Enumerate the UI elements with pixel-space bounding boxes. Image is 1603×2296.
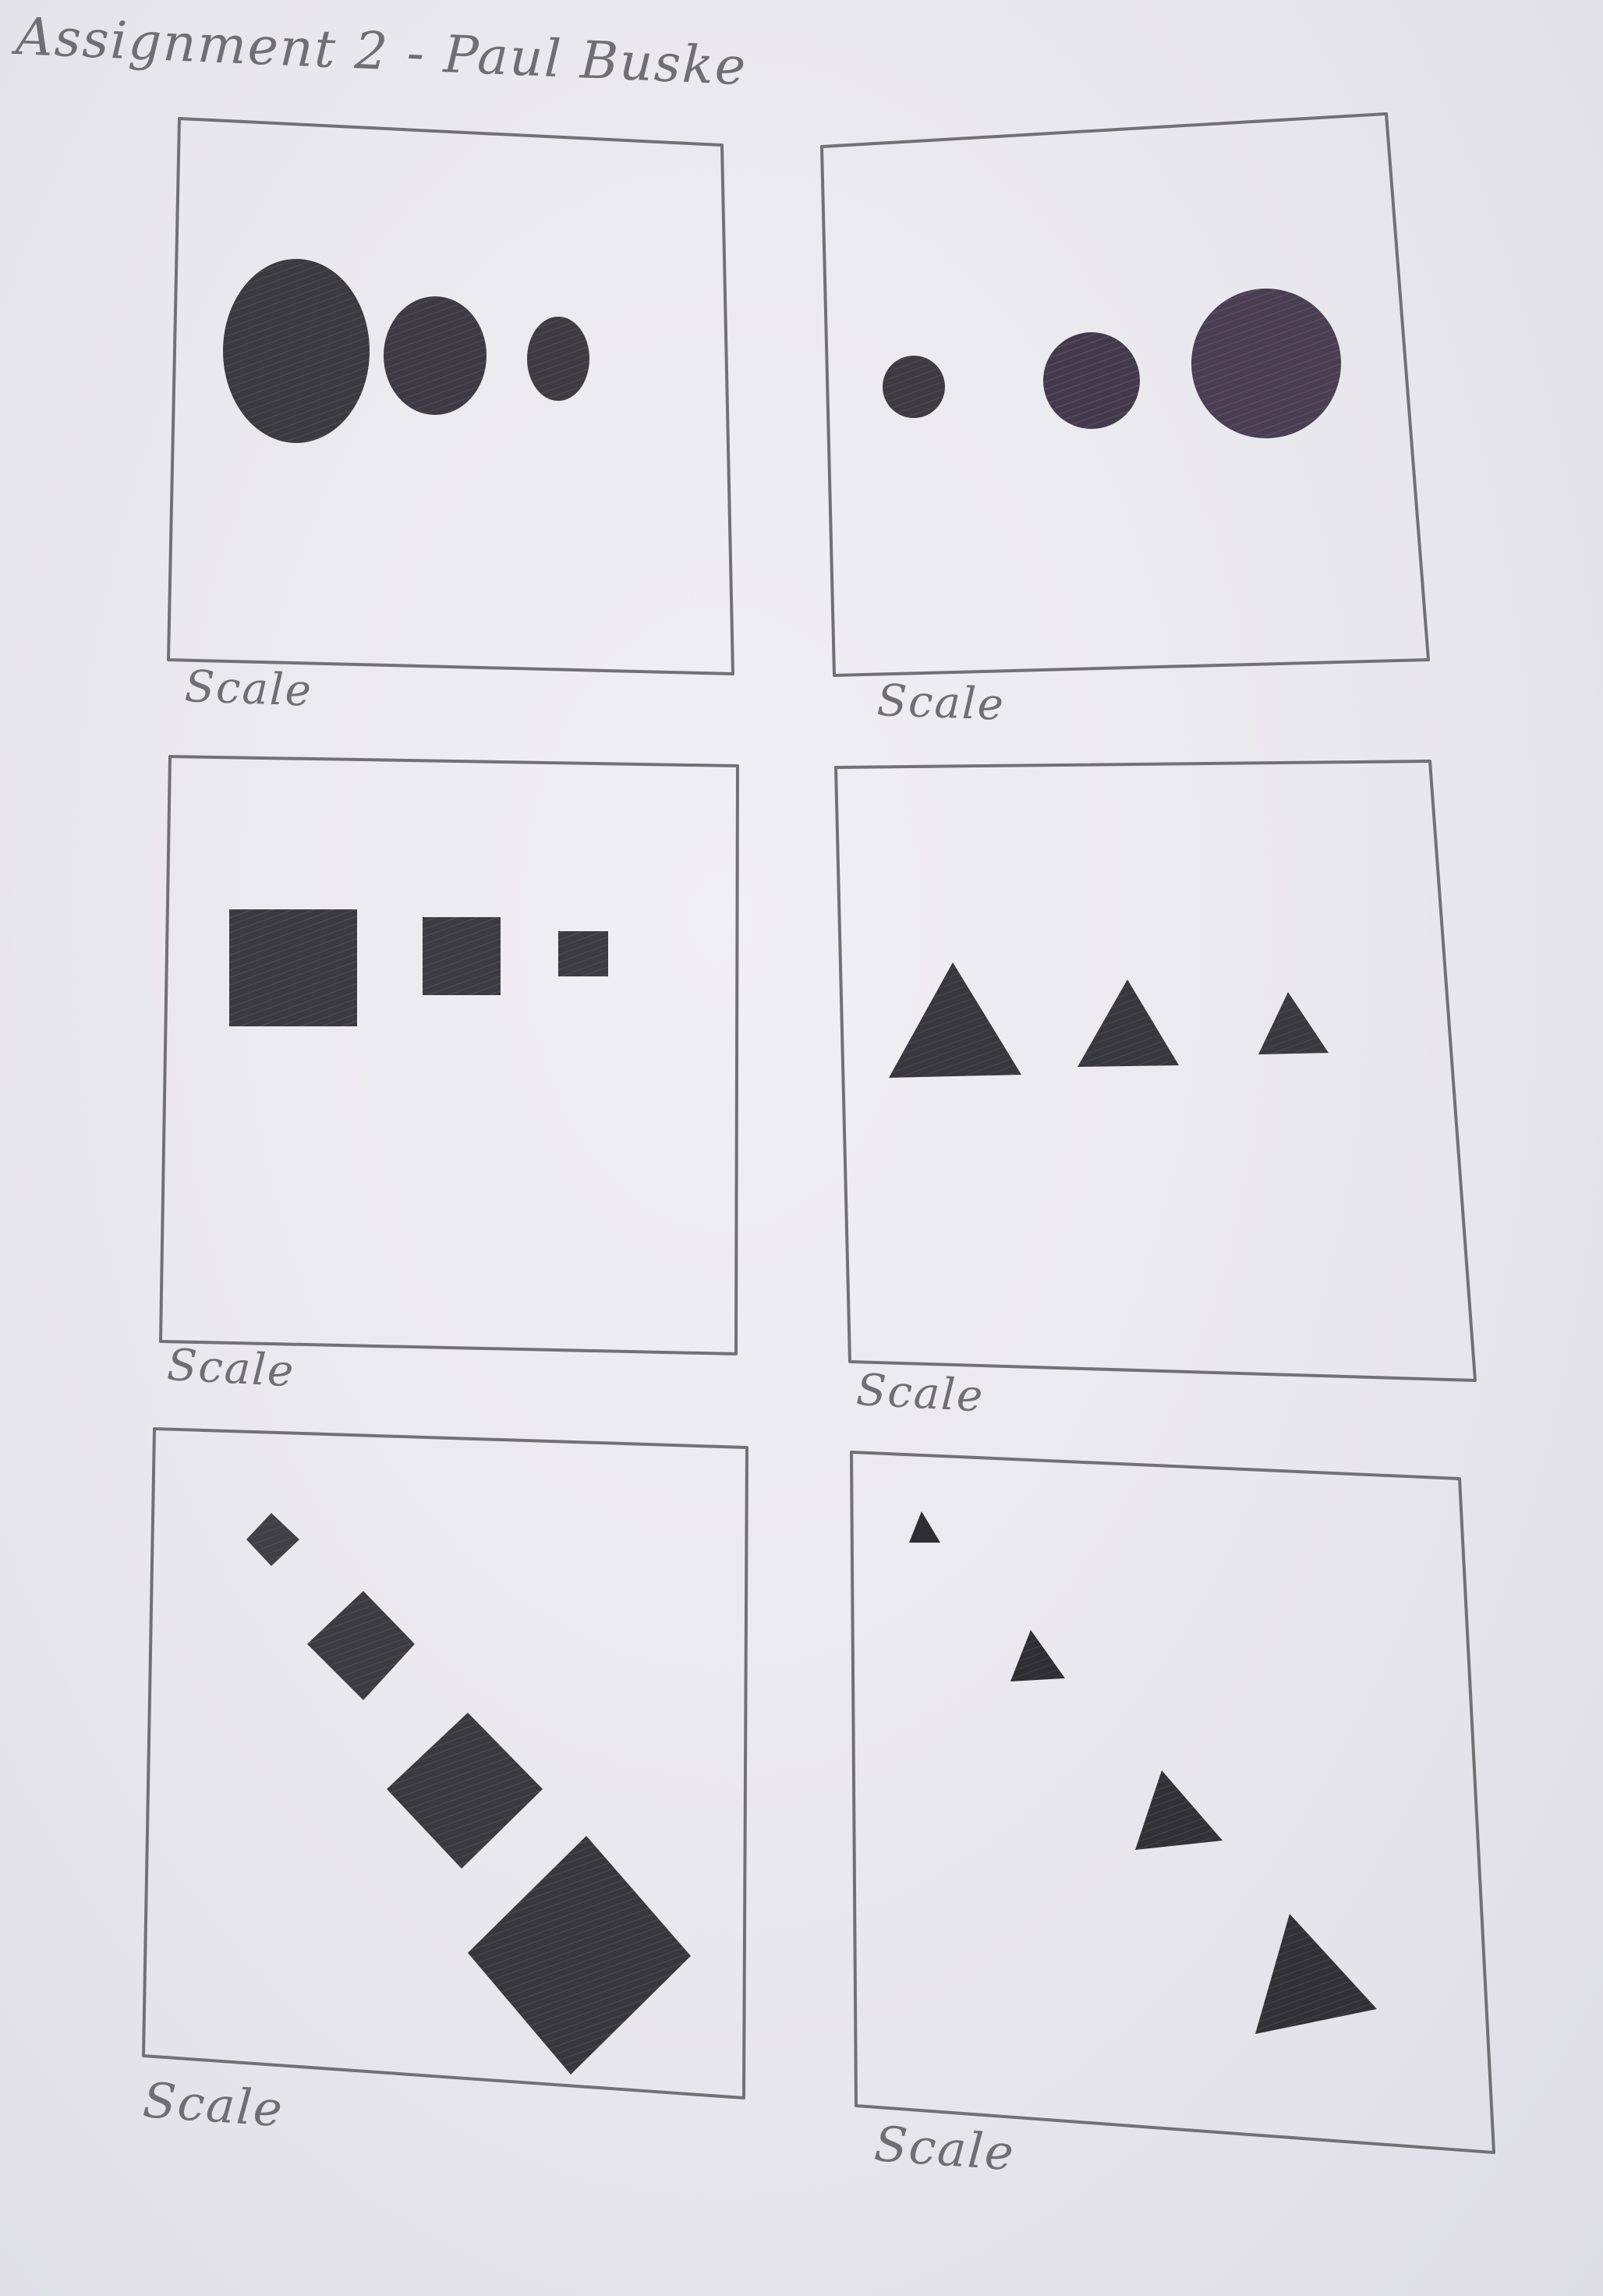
- panel-2-label: Scale: [876, 675, 1007, 731]
- panel-4-shapes: [889, 962, 1329, 1078]
- panel-frame-3: [159, 755, 739, 1355]
- panel-5-label: Scale: [140, 2071, 286, 2138]
- panel-frame-6: [850, 1451, 1495, 2154]
- panel-frame-1: [167, 117, 734, 675]
- triangle-1: [909, 1511, 940, 1543]
- panel-1-label: Scale: [183, 661, 314, 717]
- panel-3-shapes: [229, 909, 608, 1026]
- panel-frame-2: [820, 112, 1430, 677]
- panel-frame-5: [142, 1427, 748, 2099]
- panel-2-shapes: [883, 289, 1341, 438]
- panel-5-shapes: [246, 1513, 691, 2075]
- panel-6-shapes: [909, 1511, 1377, 2034]
- panel-6-label: Scale: [872, 2115, 1017, 2182]
- panel-4-label: Scale: [855, 1365, 986, 1423]
- panel-frame-4: [834, 760, 1477, 1382]
- panel-3-label: Scale: [165, 1340, 296, 1398]
- panel-1-shapes: [223, 259, 589, 443]
